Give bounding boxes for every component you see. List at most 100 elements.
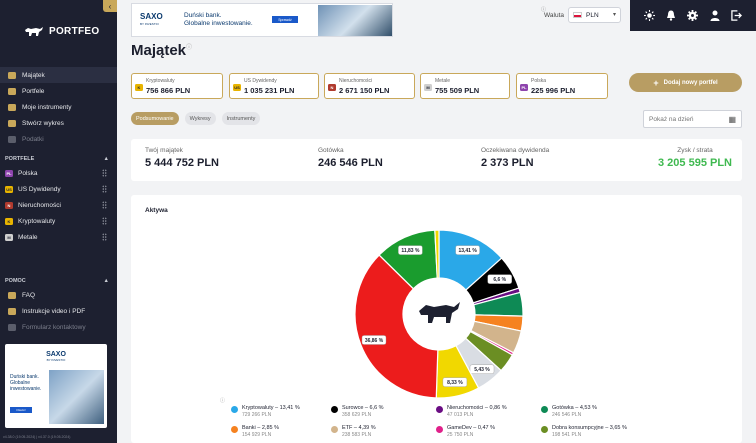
legend-item[interactable]: ETF – 4,39 % 238 583 PLN	[331, 425, 376, 438]
portfolio-badge-icon: PL	[5, 169, 13, 177]
assets-donut-chart[interactable]: 13,41 % 6,6 % 5,43 % 8,33 % 36,86 % 11,83 %	[354, 229, 524, 399]
nav-item-podatki[interactable]: Podatki	[0, 131, 117, 147]
logout-icon[interactable]	[731, 10, 743, 21]
ad-button[interactable]: Sprawdź	[272, 16, 298, 23]
legend-value: 154 929 PLN	[242, 432, 272, 438]
chart-icon	[8, 119, 16, 127]
logo-text: PORTFEO	[49, 25, 100, 37]
sidebar-portfolio-polska[interactable]: PL Polska	[0, 165, 117, 181]
nav-label: Majątek	[22, 71, 45, 79]
sun-icon[interactable]	[643, 10, 655, 21]
portfolio-badge-icon: K	[135, 84, 143, 91]
ad-logo: SAXO	[140, 12, 163, 21]
legend-name: Kryptowaluty – 13,41 %	[242, 405, 300, 411]
legend-name: Banki – 2,85 %	[242, 425, 279, 431]
portfolio-label: Kryptowaluty	[18, 217, 56, 225]
portfolio-card-us-dywidendy[interactable]: US US Dywidendy 1 035 231 PLN	[229, 73, 319, 99]
drag-handle-icon[interactable]	[102, 217, 107, 225]
drag-handle-icon[interactable]	[102, 169, 107, 177]
tab-instrumenty[interactable]: Instrumenty	[221, 112, 261, 125]
date-picker[interactable]: ▦	[643, 110, 742, 128]
info-icon[interactable]: ⓘ	[220, 398, 226, 404]
user-icon[interactable]	[710, 10, 720, 21]
poland-flag-icon	[573, 12, 582, 18]
portfolio-card-metale[interactable]: M Metale 755 509 PLN	[420, 73, 510, 99]
summary-label: Zysk / strata	[677, 147, 713, 154]
date-input[interactable]	[649, 115, 724, 123]
sidebar-portfolio-kryptowaluty[interactable]: K Kryptowaluty	[0, 213, 117, 229]
bell-icon[interactable]	[666, 10, 676, 21]
question-icon	[8, 291, 16, 299]
nav-label: Stwórz wykres	[22, 119, 64, 127]
donut-slice[interactable]	[354, 254, 439, 399]
bull-logo-icon	[25, 26, 43, 36]
summary-value: 2 373 PLN	[481, 157, 534, 169]
logo[interactable]: PORTFEO	[0, 0, 117, 62]
sidebar-portfolio-metale[interactable]: M Metale	[0, 229, 117, 245]
sidebar-portfolio-nieruchomosci[interactable]: N Nieruchomości	[0, 197, 117, 213]
portfolio-card-value: 1 035 231 PLN	[244, 86, 295, 95]
slice-label: 36,86 %	[361, 335, 387, 345]
portfolio-badge-icon: N	[5, 201, 13, 209]
calendar-icon[interactable]: ▦	[728, 115, 736, 124]
top-ad-banner[interactable]: SAXO BY INVESTIO Duński bank. Globalne i…	[131, 3, 393, 37]
portfolio-card-value: 756 866 PLN	[146, 86, 191, 95]
slice-label-box	[469, 364, 495, 374]
nav-item-portfele[interactable]: Portfele	[0, 83, 117, 99]
portfolio-card-nieruchomosci[interactable]: N Nieruchomości 2 671 150 PLN	[324, 73, 415, 99]
drag-handle-icon[interactable]	[102, 233, 107, 241]
summary-item: Zysk / strata 3 205 595 PLN	[658, 147, 732, 169]
portfolio-card-name: US Dywidendy	[244, 78, 277, 84]
legend-swatch	[541, 406, 548, 413]
legend-item[interactable]: Surowce – 6,6 % 358 629 PLN	[331, 405, 384, 418]
ad-logo: SAXO	[46, 351, 66, 358]
ad-text-line: Globalne inwestowanie.	[184, 20, 253, 27]
drag-handle-icon[interactable]	[102, 185, 107, 193]
summary-value: 5 444 752 PLN	[145, 157, 219, 169]
legend-swatch	[231, 426, 238, 433]
nav-item-stworz-wykres[interactable]: Stwórz wykres	[0, 115, 117, 131]
portfolio-badge-icon: N	[328, 84, 336, 91]
portfolio-card-kryptowaluty[interactable]: K Kryptowaluty 756 866 PLN	[131, 73, 223, 99]
sidebar-ad-banner[interactable]: SAXO BY INVESTIO Duński bank. Globalne i…	[5, 344, 107, 428]
slice-label-text: 6,6 %	[493, 277, 506, 283]
section-title: PORTFELE	[5, 156, 35, 162]
nav-item-formularz[interactable]: Formularz kontaktowy	[0, 319, 117, 335]
legend-text: Dobra konsumpcyjne – 3,65 % 198 541 PLN	[552, 425, 627, 438]
sidebar-portfolio-us-dywidendy[interactable]: US US Dywidendy	[0, 181, 117, 197]
legend-item[interactable]: Banki – 2,85 % 154 929 PLN	[231, 425, 279, 438]
drag-handle-icon[interactable]	[102, 201, 107, 209]
tab-wykresy[interactable]: Wykresy	[184, 112, 216, 125]
portfolio-badge-icon: M	[5, 233, 13, 241]
nav-item-moje-instrumenty[interactable]: Moje instrumenty	[0, 99, 117, 115]
currency-dropdown[interactable]: PLN ▾	[568, 7, 621, 23]
tab-podsumowanie[interactable]: Podsumowanie	[131, 112, 179, 125]
legend-item[interactable]: Kryptowaluty – 13,41 % 729 266 PLN	[231, 405, 300, 418]
legend-item[interactable]: Dobra konsumpcyjne – 3,65 % 198 541 PLN	[541, 425, 627, 438]
wallet-icon	[8, 71, 16, 79]
legend-item[interactable]: Nieruchomości – 0,86 % 47 013 PLN	[436, 405, 507, 418]
donut-slice[interactable]	[434, 229, 440, 279]
plus-icon: +	[653, 77, 659, 88]
page-title: Majątek	[131, 42, 187, 59]
ad-button[interactable]: Otwórz	[10, 407, 32, 413]
portfele-section-header[interactable]: PORTFELE ▲	[0, 153, 117, 165]
legend-item[interactable]: GameDev – 0,47 % 25 750 PLN	[436, 425, 495, 438]
slice-label-box	[442, 377, 468, 387]
portfolio-label: Metale	[18, 233, 38, 241]
legend-item[interactable]: Gotówka – 4,53 % 246 546 PLN	[541, 405, 597, 418]
pomoc-section-header[interactable]: POMOC ▲	[0, 275, 117, 287]
nav-item-majatek[interactable]: Majątek	[0, 67, 117, 83]
info-icon[interactable]: ⓘ	[541, 7, 547, 13]
portfolio-badge-icon: M	[424, 84, 432, 91]
info-icon[interactable]: ⓘ	[186, 45, 193, 51]
summary-item: Twój majątek 5 444 752 PLN	[145, 147, 219, 169]
add-portfolio-button[interactable]: + Dodaj nowy portfel	[629, 73, 742, 92]
summary-item: Oczekiwana dywidenda 2 373 PLN	[481, 147, 549, 169]
portfolio-card-name: Metale	[435, 78, 451, 84]
gear-icon[interactable]	[687, 10, 699, 21]
nav-item-instrukcje[interactable]: Instrukcje video i PDF	[0, 303, 117, 319]
portfolio-card-polska[interactable]: PL Polska 225 996 PLN	[516, 73, 608, 99]
nav-item-faq[interactable]: FAQ	[0, 287, 117, 303]
collapse-sidebar-button[interactable]: ‹	[103, 0, 117, 12]
